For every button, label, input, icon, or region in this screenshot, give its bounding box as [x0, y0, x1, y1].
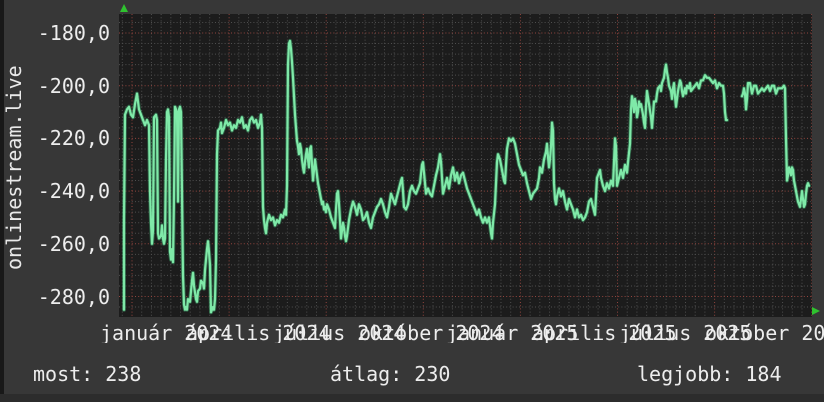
x-tick-label: január 2024 [100, 321, 233, 343]
x-tick-label: április 2024 [186, 321, 331, 343]
x-axis-labels: január 2024 április 2024 július 2024 októbe… [0, 319, 824, 343]
x-tick-label: április 2025 [532, 321, 677, 343]
stat-legjobb-label: legjobb: [637, 362, 734, 386]
stats-bar: most: 238 átlag: 230 legjobb: 184 [0, 362, 824, 388]
x-tick-label: október 2025 [705, 321, 824, 343]
series-line [122, 38, 811, 315]
x-tick-label: július 2024 [273, 321, 406, 343]
grid-layer [119, 14, 812, 317]
stat-legjobb: legjobb: 184 [637, 362, 782, 386]
y-tick-label: -240,0 [37, 179, 110, 204]
y-tick-label: -220,0 [37, 126, 110, 151]
stat-atlag-label: átlag: [330, 362, 403, 386]
left-edge-strip [0, 0, 4, 402]
x-axis-arrow-icon [812, 307, 820, 315]
stat-most: most: 238 [33, 362, 141, 386]
stat-most-value: 238 [105, 362, 142, 386]
chart-plot-area [119, 14, 812, 317]
stat-atlag: átlag: 230 [330, 362, 450, 386]
stat-most-label: most: [33, 362, 94, 386]
y-tick-label: -280,0 [37, 284, 110, 309]
bottom-edge-strip [0, 394, 824, 402]
stat-legjobb-value: 184 [745, 362, 782, 386]
y-tick-label: -200,0 [37, 73, 110, 98]
chart-canvas [119, 14, 812, 317]
stat-atlag-value: 230 [414, 362, 451, 386]
x-tick-label: január 2025 [446, 321, 579, 343]
y-tick-label: -180,0 [37, 21, 110, 45]
y-tick-label: -260,0 [37, 231, 110, 256]
x-tick-label: július 2025 [619, 321, 752, 343]
x-tick-label: október 2024 [359, 321, 504, 343]
y-axis-arrow-icon [120, 4, 128, 12]
